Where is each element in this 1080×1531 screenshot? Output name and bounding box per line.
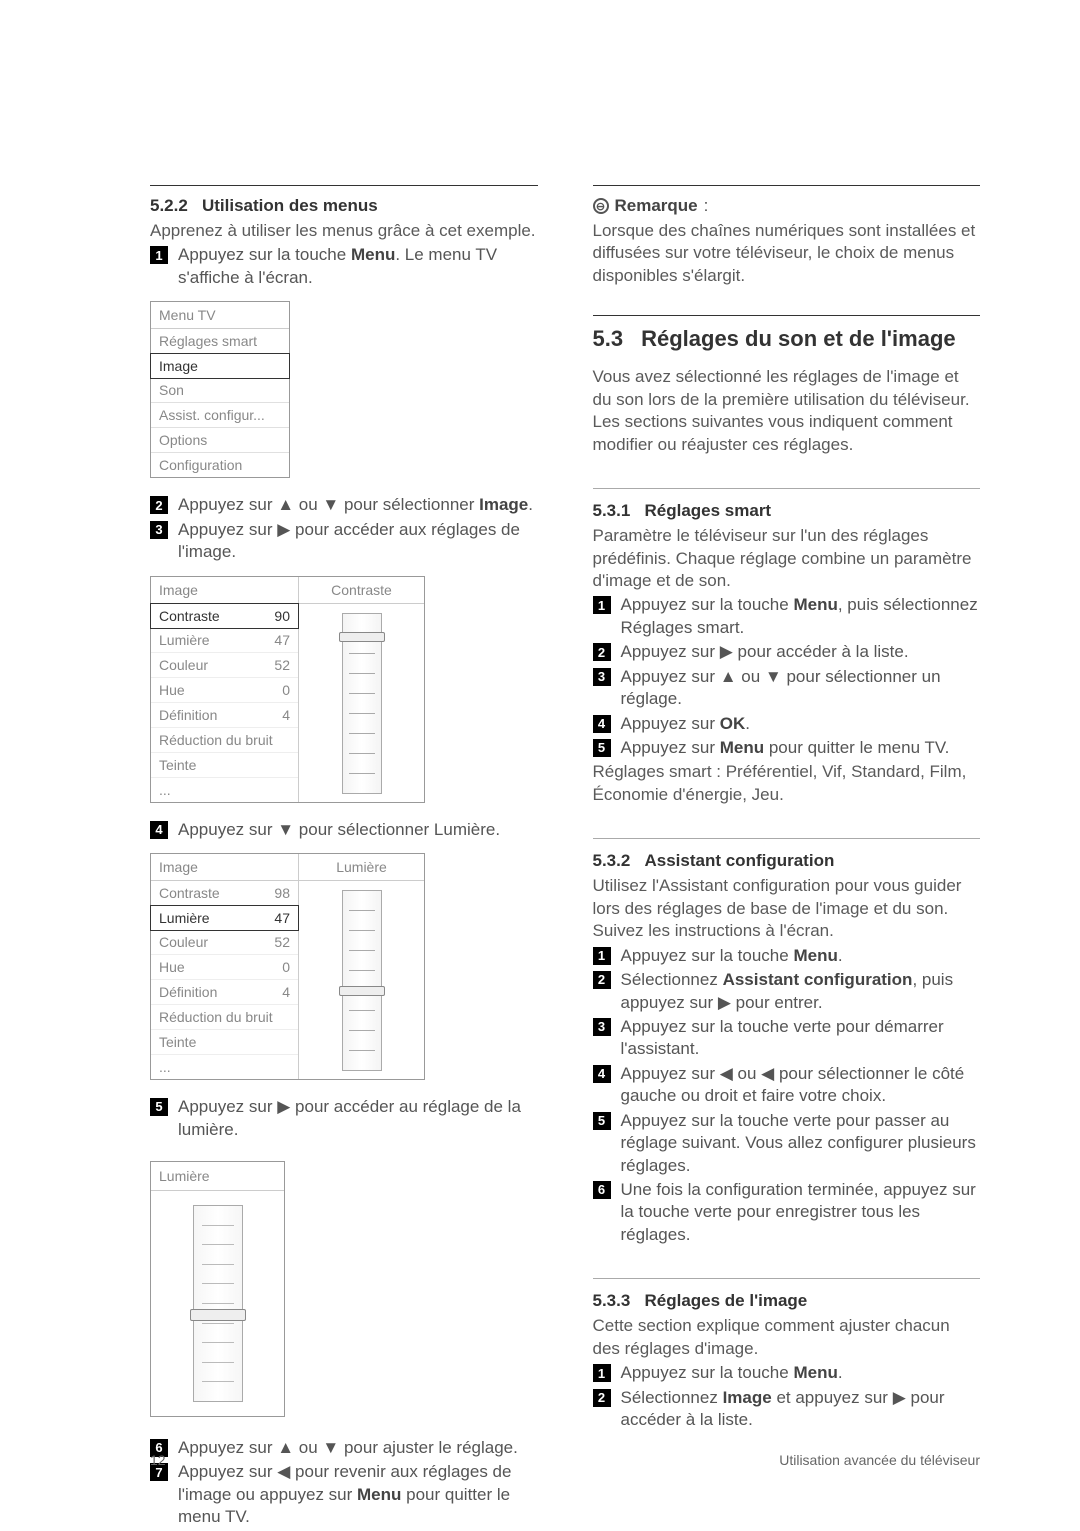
fig-row: ...	[151, 1055, 298, 1079]
page-number: 12	[150, 1452, 166, 1468]
vertical-slider	[342, 613, 382, 794]
heading-5-3-1: 5.3.1 Réglages smart	[593, 501, 981, 521]
right-column: ⊖ Remarque : Lorsque des chaînes numériq…	[593, 185, 981, 1531]
heading-number: 5.3	[593, 326, 624, 352]
heading-title: Réglages du son et de l'image	[641, 326, 956, 352]
fig-right-title: Lumière	[299, 854, 424, 881]
smart-list: Réglages smart : Préférentiel, Vif, Stan…	[593, 761, 981, 806]
fig-row-selected: Lumière47	[150, 905, 299, 931]
slider-thumb	[339, 986, 385, 996]
menu-tv-figure: Menu TV Réglages smart Image Son Assist.…	[150, 301, 290, 478]
heading-5-2-2: 5.2.2 Utilisation des menus	[150, 196, 538, 216]
fig-row-selected: Contraste90	[150, 603, 299, 629]
fig-row: ...	[151, 778, 298, 802]
fig-right-title: Contraste	[299, 577, 424, 604]
footer-caption: Utilisation avancée du téléviseur	[779, 1452, 980, 1468]
heading-number: 5.2.2	[150, 196, 188, 215]
fig-row: Définition4	[151, 980, 298, 1005]
fig-left-title: Image	[151, 854, 298, 881]
lumiere-title: Lumière	[151, 1162, 284, 1191]
step-7: 7 Appuyez sur ◀ pour revenir aux réglage…	[150, 1461, 538, 1528]
steps-5-3-2: 1Appuyez sur la touche Menu. 2Sélectionn…	[593, 945, 981, 1247]
intro-5-3: Vous avez sélectionné les réglages de l'…	[593, 366, 981, 456]
intro-5-3-3: Cette section explique comment ajuster c…	[593, 1315, 981, 1360]
page-footer: 12 Utilisation avancée du téléviseur	[150, 1452, 980, 1468]
step-number-badge: 1	[150, 246, 168, 264]
step-3: 3 Appuyez sur ▶ pour accéder aux réglage…	[150, 519, 538, 564]
left-column: 5.2.2 Utilisation des menus Apprenez à u…	[150, 185, 538, 1531]
steps-d: 5 Appuyez sur ▶ pour accéder au réglage …	[150, 1096, 538, 1141]
menu-item: Options	[151, 428, 289, 453]
intro-5-3-2: Utilisez l'Assistant configuration pour …	[593, 875, 981, 942]
steps-c: 4 Appuyez sur ▼ pour sélectionner Lumièr…	[150, 819, 538, 841]
fig-row: Couleur52	[151, 653, 298, 678]
step-4: 4 Appuyez sur ▼ pour sélectionner Lumièr…	[150, 819, 538, 841]
menu-item: Réglages smart	[151, 329, 289, 354]
heading-5-3-3: 5.3.3 Réglages de l'image	[593, 1291, 981, 1311]
step-text: Appuyez sur la touche Menu. Le menu TV s…	[178, 244, 538, 289]
steps-5-3-3: 1Appuyez sur la touche Menu. 2Sélectionn…	[593, 1362, 981, 1431]
menu-item: Configuration	[151, 453, 289, 477]
fig-left-title: Image	[151, 577, 298, 604]
vertical-slider	[342, 890, 382, 1071]
remark-text: Lorsque des chaînes numériques sont inst…	[593, 220, 981, 287]
fig-row: Contraste98	[151, 881, 298, 906]
note-icon: ⊖	[593, 198, 609, 214]
steps-b: 2 Appuyez sur ▲ ou ▼ pour sélectionner I…	[150, 494, 538, 563]
fig-row: Teinte	[151, 753, 298, 778]
steps-a: 1 Appuyez sur la touche Menu. Le menu TV…	[150, 244, 538, 289]
menu-item: Assist. configur...	[151, 403, 289, 428]
fig-row: Définition4	[151, 703, 298, 728]
fig-row: Hue0	[151, 678, 298, 703]
heading-5-3-2: 5.3.2 Assistant configuration	[593, 851, 981, 871]
menu-title: Menu TV	[151, 302, 289, 329]
steps-5-3-1: 1Appuyez sur la touche Menu, puis sélect…	[593, 594, 981, 759]
heading-title: Utilisation des menus	[202, 196, 378, 215]
intro-5-3-1: Paramètre le téléviseur sur l'un des rég…	[593, 525, 981, 592]
lumiere-slider-figure: Lumière	[150, 1161, 285, 1417]
image-contraste-figure: Image Contraste90 Lumière47 Couleur52 Hu…	[150, 576, 425, 803]
step-2: 2 Appuyez sur ▲ ou ▼ pour sélectionner I…	[150, 494, 538, 516]
remark-label: Remarque	[615, 196, 698, 216]
fig-row: Couleur52	[151, 930, 298, 955]
vertical-slider-large	[193, 1205, 243, 1402]
intro-5-2-2: Apprenez à utiliser les menus grâce à ce…	[150, 220, 538, 242]
slider-thumb	[339, 632, 385, 642]
image-lumiere-figure: Image Contraste98 Lumière47 Couleur52 Hu…	[150, 853, 425, 1080]
fig-row: Réduction du bruit	[151, 728, 298, 753]
steps-e: 6 Appuyez sur ▲ ou ▼ pour ajuster le rég…	[150, 1437, 538, 1529]
fig-row: Teinte	[151, 1030, 298, 1055]
slider-thumb	[190, 1309, 246, 1321]
heading-5-3: 5.3 Réglages du son et de l'image	[593, 326, 981, 352]
step-1: 1 Appuyez sur la touche Menu. Le menu TV…	[150, 244, 538, 289]
fig-row: Hue0	[151, 955, 298, 980]
menu-item-selected: Image	[150, 353, 290, 379]
fig-row: Réduction du bruit	[151, 1005, 298, 1030]
fig-row: Lumière47	[151, 628, 298, 653]
remark-heading: ⊖ Remarque :	[593, 196, 981, 216]
menu-item: Son	[151, 378, 289, 403]
step-5: 5 Appuyez sur ▶ pour accéder au réglage …	[150, 1096, 538, 1141]
